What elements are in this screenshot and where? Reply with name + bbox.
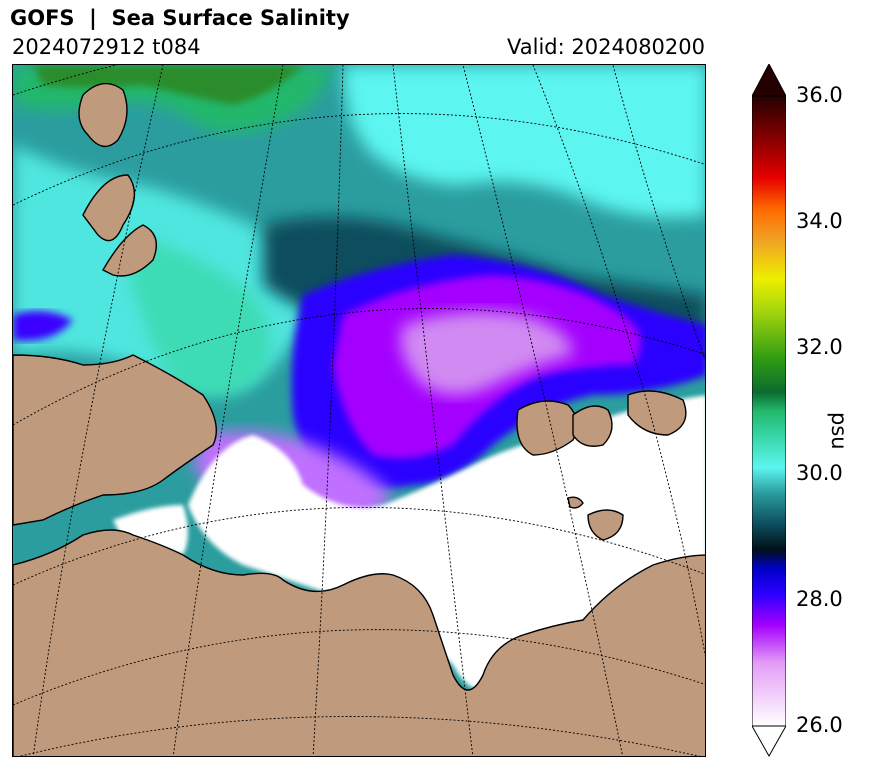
colorbar-body: [751, 95, 787, 727]
colorbar-tick-label: 26.0: [796, 713, 843, 737]
fresh-water-region: [188, 395, 705, 692]
land-novaya-zemlya-south: [102, 224, 157, 277]
colorbar-tick-label: 30.0: [796, 461, 843, 485]
salinity-region-darkteal-west: [13, 311, 73, 341]
graticule: [13, 65, 705, 756]
colorbar-label: psu: [827, 412, 851, 450]
valid-time-label: Valid: 2024080200: [507, 35, 705, 59]
colorbar-tick-label: 36.0: [796, 83, 843, 107]
colorbar-tick-label: 32.0: [796, 335, 843, 359]
land-island-east: [627, 390, 687, 436]
land-island-small: [587, 509, 624, 541]
land-south-mainland: [13, 529, 705, 756]
land-novaya-zemlya-north: [78, 82, 128, 148]
salinity-region-cyan-northeast: [343, 65, 705, 218]
salinity-region-darkgreen-north: [33, 65, 303, 105]
run-time-label: 2024072912 t084: [12, 35, 201, 59]
colorbar-tick-label: 28.0: [796, 587, 843, 611]
land-island-middle: [572, 405, 613, 447]
fresh-water-west: [113, 505, 188, 555]
land-island-tiny: [567, 496, 584, 509]
colorbar-extend-top: [751, 62, 787, 97]
colorbar: [751, 62, 787, 758]
salinity-region-lavender: [400, 311, 573, 395]
page-title: GOFS | Sea Surface Salinity: [10, 6, 350, 30]
colorbar-svg: [751, 62, 787, 758]
salinity-map[interactable]: [12, 64, 706, 757]
map-canvas: [13, 65, 705, 756]
colorbar-extend-bottom: [751, 725, 787, 758]
land-severnaya-zemlya: [516, 400, 578, 456]
salinity-region-green-west: [129, 235, 271, 398]
land-novaya-zemlya-mid: [82, 174, 136, 242]
colorbar-tick-label: 34.0: [796, 209, 843, 233]
